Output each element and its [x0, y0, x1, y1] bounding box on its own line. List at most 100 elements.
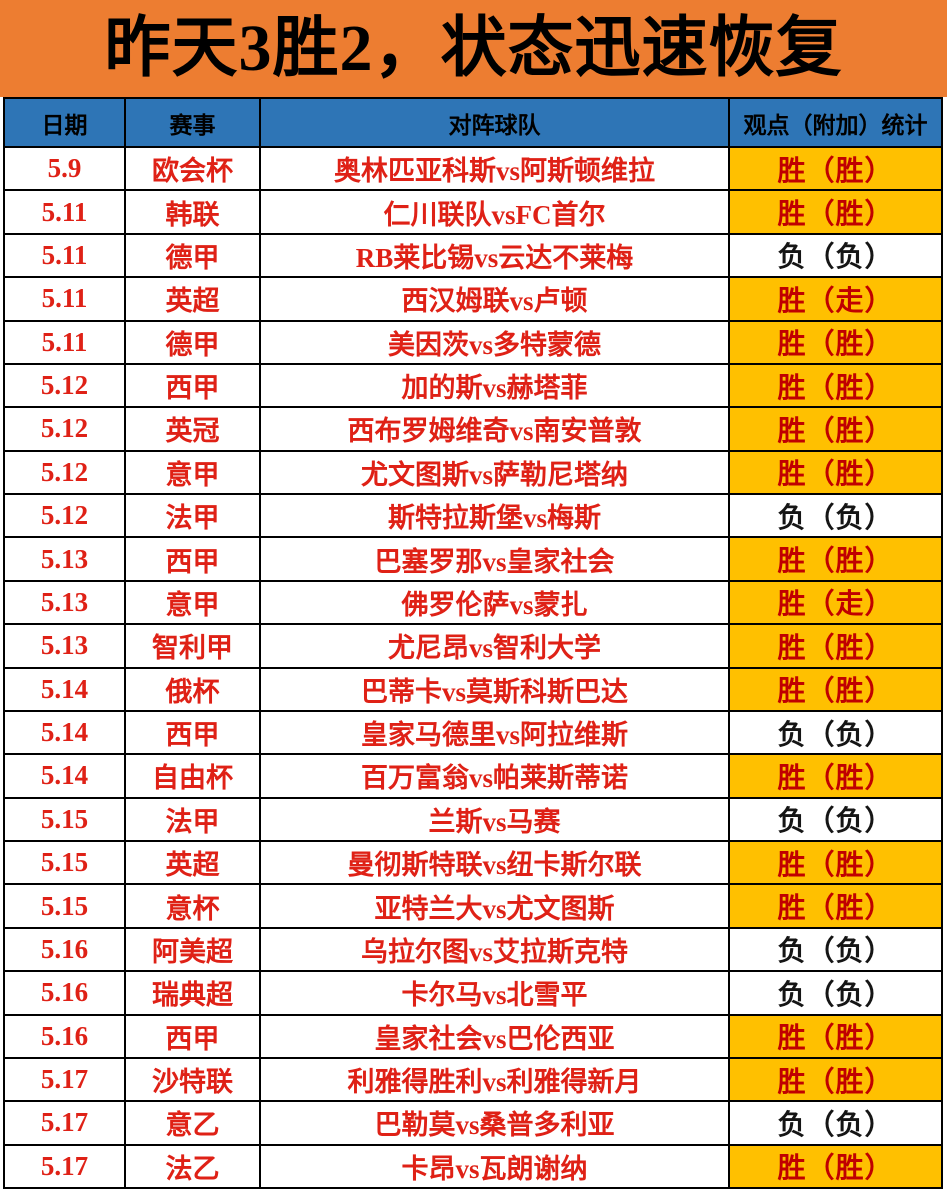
match-cell: 卡昂vs瓦朗谢纳	[261, 1145, 730, 1187]
date-cell: 5.15	[5, 798, 126, 840]
table-row: 5.11 德甲 美因茨vs多特蒙德 胜（胜）	[5, 321, 941, 365]
league-cell: 德甲	[126, 234, 261, 277]
match-cell: 皇家马德里vs阿拉维斯	[261, 711, 730, 754]
match-cell: 巴塞罗那vs皇家社会	[261, 538, 730, 580]
date-cell: 5.11	[5, 278, 126, 320]
match-cell: 尤文图斯vs萨勒尼塔纳	[261, 451, 730, 493]
result-cell: 胜（胜）	[730, 364, 941, 407]
match-cell: 兰斯vs马赛	[261, 798, 730, 840]
table-row: 5.17 意乙 巴勒莫vs桑普多利亚 负（负）	[5, 1102, 941, 1146]
match-cell: 奥林匹亚科斯vs阿斯顿维拉	[261, 148, 730, 190]
table-row: 5.11 德甲 RB莱比锡vs云达不莱梅 负（负）	[5, 234, 941, 279]
result-cell: 胜（胜）	[730, 625, 941, 667]
results-table: 日期 赛事 对阵球队 观点（附加）统计 5.9 欧会杯 奥林匹亚科斯vs阿斯顿维拉胜…	[3, 97, 943, 1189]
date-cell: 5.15	[5, 842, 126, 884]
banner: 昨天3胜2，状态迅速恢复	[0, 0, 947, 97]
table-row: 5.13 西甲 巴塞罗那vs皇家社会 胜（胜）	[5, 538, 941, 582]
result-cell: 胜（胜）	[730, 321, 941, 363]
table-row: 5.16 西甲 皇家社会vs巴伦西亚 胜（胜）	[5, 1015, 941, 1059]
header-result: 观点（附加）统计	[743, 112, 928, 138]
league-cell: 西甲	[126, 711, 261, 754]
date-cell: 5.11	[5, 234, 126, 277]
league-cell: 智利甲	[126, 625, 261, 667]
date-cell: 5.15	[5, 885, 126, 927]
date-cell: 5.11	[5, 191, 126, 233]
league-cell: 欧会杯	[126, 148, 261, 190]
result-cell: 胜（胜）	[730, 842, 941, 884]
match-cell: 乌拉尔图vs艾拉斯克特	[261, 928, 730, 971]
result-cell: 胜（胜）	[730, 1145, 941, 1187]
match-cell: 斯特拉斯堡vs梅斯	[261, 495, 730, 537]
banner-title: 昨天3胜2，状态迅速恢复	[104, 11, 843, 85]
result-cell: 负（负）	[730, 495, 941, 537]
match-cell: 巴蒂卡vs莫斯科斯巴达	[261, 668, 730, 710]
date-cell: 5.17	[5, 1058, 126, 1101]
result-cell: 胜（胜）	[730, 148, 941, 190]
table-row: 5.17 法乙 卡昂vs瓦朗谢纳 胜（胜）	[5, 1145, 941, 1187]
date-cell: 5.12	[5, 364, 126, 407]
table-row: 5.15 法甲 兰斯vs马赛 负（负）	[5, 798, 941, 842]
result-cell: 胜（胜）	[730, 191, 941, 233]
match-cell: 西布罗姆维奇vs南安普敦	[261, 408, 730, 450]
league-cell: 阿美超	[126, 928, 261, 971]
league-cell: 韩联	[126, 191, 261, 233]
date-cell: 5.12	[5, 495, 126, 537]
table-row: 5.17 沙特联 利雅得胜利vs利雅得新月 胜（胜）	[5, 1058, 941, 1103]
header-match: 对阵球队	[261, 99, 730, 146]
league-cell: 法乙	[126, 1145, 261, 1187]
date-cell: 5.12	[5, 408, 126, 450]
league-cell: 自由杯	[126, 755, 261, 797]
league-cell: 意甲	[126, 581, 261, 624]
result-cell: 负（负）	[730, 972, 941, 1014]
result-cell: 胜（走）	[730, 278, 941, 320]
match-cell: 美因茨vs多特蒙德	[261, 321, 730, 363]
match-cell: RB莱比锡vs云达不莱梅	[261, 234, 730, 277]
date-cell: 5.11	[5, 321, 126, 363]
date-cell: 5.14	[5, 755, 126, 797]
match-cell: 百万富翁vs帕莱斯蒂诺	[261, 755, 730, 797]
date-cell: 5.16	[5, 972, 126, 1014]
table-row: 5.16 瑞典超 卡尔马vs北雪平 负（负）	[5, 972, 941, 1016]
table-row: 5.12 法甲 斯特拉斯堡vs梅斯 负（负）	[5, 495, 941, 539]
result-cell: 负（负）	[730, 711, 941, 754]
match-cell: 加的斯vs赫塔菲	[261, 364, 730, 407]
league-cell: 西甲	[126, 364, 261, 407]
league-cell: 德甲	[126, 321, 261, 363]
match-cell: 卡尔马vs北雪平	[261, 972, 730, 1014]
league-cell: 英超	[126, 278, 261, 320]
table-row: 5.14 西甲 皇家马德里vs阿拉维斯 负（负）	[5, 711, 941, 756]
match-cell: 仁川联队vsFC首尔	[261, 191, 730, 233]
result-cell: 负（负）	[730, 798, 941, 840]
match-cell: 尤尼昂vs智利大学	[261, 625, 730, 667]
table-row: 5.13 意甲 佛罗伦萨vs蒙扎 胜（走）	[5, 581, 941, 626]
date-cell: 5.14	[5, 711, 126, 754]
table-body: 5.9 欧会杯 奥林匹亚科斯vs阿斯顿维拉 胜（胜） 5.11 韩联 仁川联队vsFC首尔胜…	[5, 148, 941, 1187]
league-cell: 瑞典超	[126, 972, 261, 1014]
table-row: 5.12 英冠 西布罗姆维奇vs南安普敦 胜（胜）	[5, 408, 941, 452]
result-cell: 负（负）	[730, 1102, 941, 1144]
table-row: 5.14 自由杯 百万富翁vs帕莱斯蒂诺 胜（胜）	[5, 755, 941, 799]
league-cell: 法甲	[126, 798, 261, 840]
match-cell: 巴勒莫vs桑普多利亚	[261, 1102, 730, 1144]
result-cell: 胜（胜）	[730, 451, 941, 493]
table-row: 5.9 欧会杯 奥林匹亚科斯vs阿斯顿维拉 胜（胜）	[5, 148, 941, 192]
result-cell: 负（负）	[730, 234, 941, 277]
date-cell: 5.14	[5, 668, 126, 710]
date-cell: 5.16	[5, 1015, 126, 1057]
league-cell: 法甲	[126, 495, 261, 537]
result-cell: 负（负）	[730, 928, 941, 971]
result-cell: 胜（胜）	[730, 755, 941, 797]
table-row: 5.12 意甲 尤文图斯vs萨勒尼塔纳 胜（胜）	[5, 451, 941, 495]
match-cell: 佛罗伦萨vs蒙扎	[261, 581, 730, 624]
match-cell: 曼彻斯特联vs纽卡斯尔联	[261, 842, 730, 884]
table-row: 5.16 阿美超 乌拉尔图vs艾拉斯克特 负（负）	[5, 928, 941, 973]
result-cell: 胜（胜）	[730, 538, 941, 580]
table-row: 5.13 智利甲 尤尼昂vs智利大学 胜（胜）	[5, 625, 941, 669]
table-row: 5.12 西甲 加的斯vs赫塔菲 胜（胜）	[5, 364, 941, 409]
table-row: 5.11 英超 西汉姆联vs卢顿 胜（走）	[5, 278, 941, 322]
header-league: 赛事	[126, 99, 261, 146]
table-row: 5.11 韩联 仁川联队vsFC首尔 胜（胜）	[5, 191, 941, 235]
date-cell: 5.16	[5, 928, 126, 971]
league-cell: 西甲	[126, 1015, 261, 1057]
